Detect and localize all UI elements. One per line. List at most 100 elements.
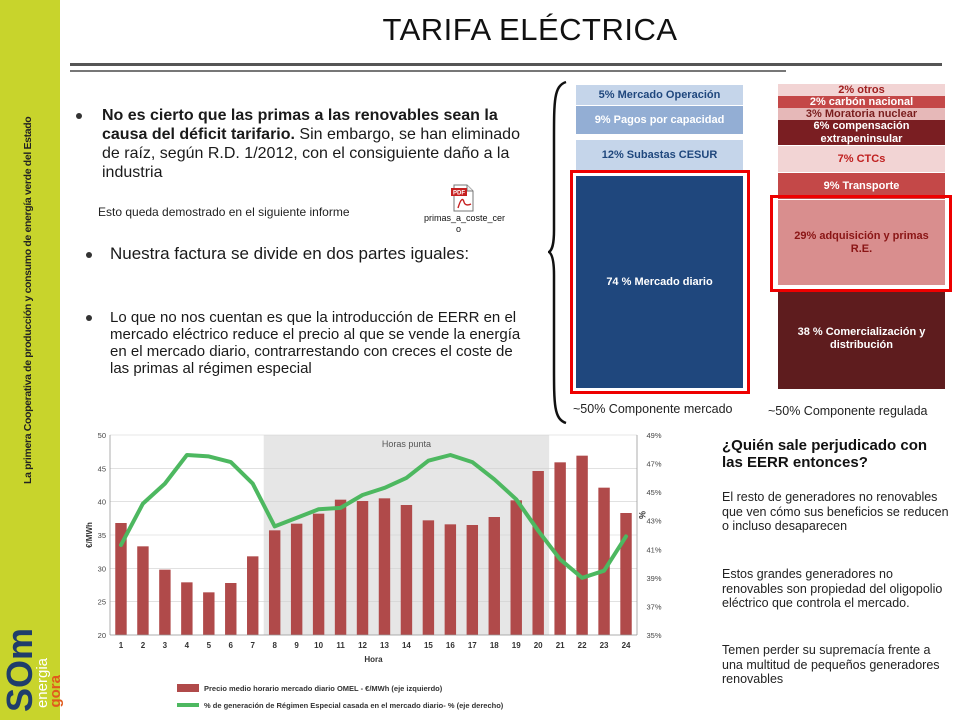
y-right-tick-label: 37% bbox=[646, 602, 661, 611]
right-paragraph-2: Estos grandes generadores no renovables … bbox=[722, 567, 943, 610]
x-tick-label: 23 bbox=[600, 641, 609, 650]
x-tick-label: 21 bbox=[556, 641, 565, 650]
curly-brace bbox=[548, 80, 567, 425]
regulated-item-transporte: 9% Transporte bbox=[778, 173, 945, 199]
y-left-tick-label: 20 bbox=[98, 631, 106, 640]
price-bar bbox=[115, 523, 127, 635]
right-paragraph-3: Temen perder su supremacía frente a una … bbox=[722, 643, 940, 686]
price-bar bbox=[466, 525, 479, 635]
price-bar bbox=[620, 513, 632, 635]
bullet-primas: No es cierto que las primas a las renova… bbox=[102, 106, 532, 182]
svg-text:PDF: PDF bbox=[453, 191, 465, 197]
market-item-operacion: 5% Mercado Operación bbox=[576, 85, 743, 105]
regulated-item-compensacion: 6% compensación extrapeninsular bbox=[778, 120, 945, 145]
price-bar bbox=[422, 520, 435, 635]
bullet-primas-rest: Sin embargo, se han eliminado de raíz, s… bbox=[102, 126, 520, 181]
right-paragraph-1: El resto de generadores no renovables qu… bbox=[722, 490, 949, 533]
som-energia-logo: SOm energia gora bbox=[0, 600, 64, 716]
highlight-frame-regulated bbox=[770, 195, 952, 292]
y-right-tick-label: 43% bbox=[646, 517, 661, 526]
bullet-primas-bold: No es cierto que las primas a las renova… bbox=[102, 107, 498, 143]
price-bar bbox=[554, 462, 566, 635]
title-divider-bottom bbox=[70, 70, 786, 72]
regulated-item-ctcs: 7% CTCs bbox=[778, 146, 945, 172]
regulated-caption: ~50% Componente regulada bbox=[768, 404, 928, 418]
renewable-share-line bbox=[119, 453, 628, 580]
y-right-tick-label: 41% bbox=[646, 545, 661, 554]
y-left-tick-label: 40 bbox=[98, 498, 106, 507]
y-left-axis-label: €/MWh bbox=[85, 522, 94, 548]
logo-main-text: SOm bbox=[0, 627, 40, 712]
y-left-tick-label: 50 bbox=[98, 431, 106, 440]
y-right-tick-label: 39% bbox=[646, 574, 661, 583]
market-item-capacidad: 9% Pagos por capacidad bbox=[576, 106, 743, 134]
slide-title: TARIFA ELÉCTRICA bbox=[382, 12, 678, 47]
pdf-icon[interactable]: PDF bbox=[450, 184, 476, 212]
price-bar bbox=[225, 583, 237, 635]
x-tick-label: 15 bbox=[424, 641, 433, 650]
x-tick-label: 10 bbox=[314, 641, 323, 650]
x-tick-label: 7 bbox=[251, 641, 256, 650]
x-tick-label: 16 bbox=[446, 641, 455, 650]
y-right-tick-label: 35% bbox=[646, 631, 661, 640]
x-tick-label: 17 bbox=[468, 641, 477, 650]
bullet-dot bbox=[86, 252, 92, 258]
regulated-item-primas-re: 29% adquisición y primas R.E. bbox=[778, 200, 945, 285]
x-tick-label: 14 bbox=[402, 641, 411, 650]
bullet-eerr: Lo que no nos cuentan es que la introduc… bbox=[110, 309, 521, 377]
pdf-file-name-line1: primas_a_coste_cer bbox=[424, 213, 506, 223]
y-right-axis-label: % bbox=[637, 511, 647, 519]
x-tick-label: 22 bbox=[578, 641, 587, 650]
market-item-cesur: 12% Subastas CESUR bbox=[576, 140, 743, 170]
price-bar bbox=[203, 592, 215, 635]
price-bar bbox=[334, 499, 347, 635]
price-bar bbox=[181, 582, 193, 635]
x-tick-label: 13 bbox=[380, 641, 389, 650]
x-tick-label: 3 bbox=[163, 641, 168, 650]
regulated-item-carbon: 2% carbón nacional bbox=[778, 96, 945, 108]
report-note: Esto queda demostrado en el siguiente in… bbox=[98, 205, 350, 219]
price-bar bbox=[488, 517, 500, 635]
x-tick-label: 9 bbox=[294, 641, 299, 650]
sidebar-slogan: La primera Cooperativa de producción y c… bbox=[22, 116, 34, 484]
logo-gora-text: gora bbox=[47, 675, 64, 708]
price-bar bbox=[510, 500, 522, 635]
x-tick-label: 2 bbox=[141, 641, 146, 650]
x-tick-label: 8 bbox=[272, 641, 277, 650]
highlight-frame-market bbox=[570, 170, 750, 394]
legend-swatch-price bbox=[177, 684, 199, 692]
x-tick-label: 6 bbox=[229, 641, 234, 650]
y-right-tick-label: 45% bbox=[646, 488, 661, 497]
price-bar bbox=[576, 455, 588, 635]
market-caption: ~50% Componente mercado bbox=[573, 402, 733, 416]
price-chart: Horas punta 5045403530252049%47%45%43%41… bbox=[85, 431, 662, 710]
price-bar bbox=[247, 556, 259, 635]
bullet-dot bbox=[86, 315, 92, 321]
x-tick-label: 19 bbox=[512, 641, 521, 650]
x-tick-label: 24 bbox=[622, 641, 631, 650]
legend-label-renewable: % de generación de Régimen Especial casa… bbox=[204, 701, 504, 710]
x-tick-label: 4 bbox=[185, 641, 190, 650]
pdf-file-name[interactable]: primas_a_coste_cer o bbox=[424, 213, 508, 235]
y-left-tick-label: 35 bbox=[98, 531, 106, 540]
x-tick-label: 20 bbox=[534, 641, 543, 650]
legend-label-price: Precio medio horario mercado diario OMEL… bbox=[204, 684, 443, 693]
price-bar bbox=[598, 487, 610, 635]
x-tick-label: 18 bbox=[490, 641, 499, 650]
y-left-tick-label: 45 bbox=[98, 464, 106, 473]
bullet-dot bbox=[76, 113, 82, 119]
price-bar bbox=[532, 471, 544, 635]
price-bar bbox=[378, 498, 391, 635]
y-left-tick-label: 30 bbox=[98, 564, 106, 573]
title-divider-top bbox=[70, 63, 942, 66]
regulated-item-otros: 2% otros bbox=[778, 84, 945, 96]
x-tick-label: 1 bbox=[119, 641, 124, 650]
market-item-diario: 74 % Mercado diario bbox=[576, 176, 743, 388]
x-tick-label: 5 bbox=[207, 641, 212, 650]
price-bar bbox=[159, 569, 171, 635]
bullet-factura: Nuestra factura se divide en dos partes … bbox=[110, 244, 470, 263]
y-right-tick-label: 47% bbox=[646, 460, 661, 469]
regulated-item-moratoria: 3% Moratoria nuclear bbox=[778, 108, 945, 120]
sidebar: La primera Cooperativa de producción y c… bbox=[0, 0, 64, 720]
price-bar bbox=[400, 505, 413, 635]
